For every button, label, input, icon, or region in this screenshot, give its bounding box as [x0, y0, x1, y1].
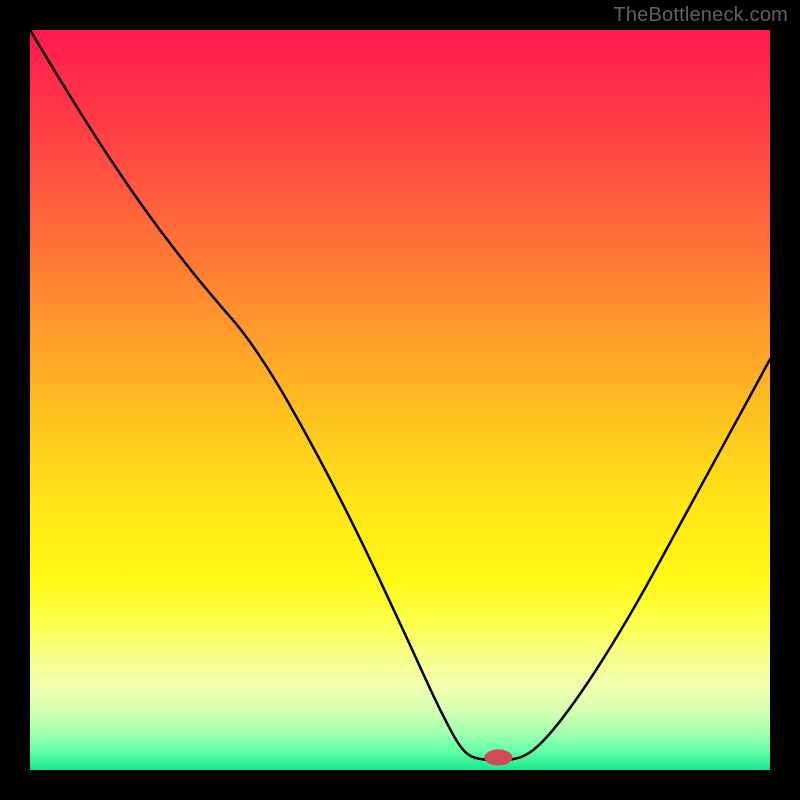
plot-background: [30, 30, 770, 770]
optimal-marker: [484, 749, 512, 765]
chart-container: TheBottleneck.com: [0, 0, 800, 800]
chart-svg: [0, 0, 800, 800]
watermark-text: TheBottleneck.com: [613, 4, 788, 27]
